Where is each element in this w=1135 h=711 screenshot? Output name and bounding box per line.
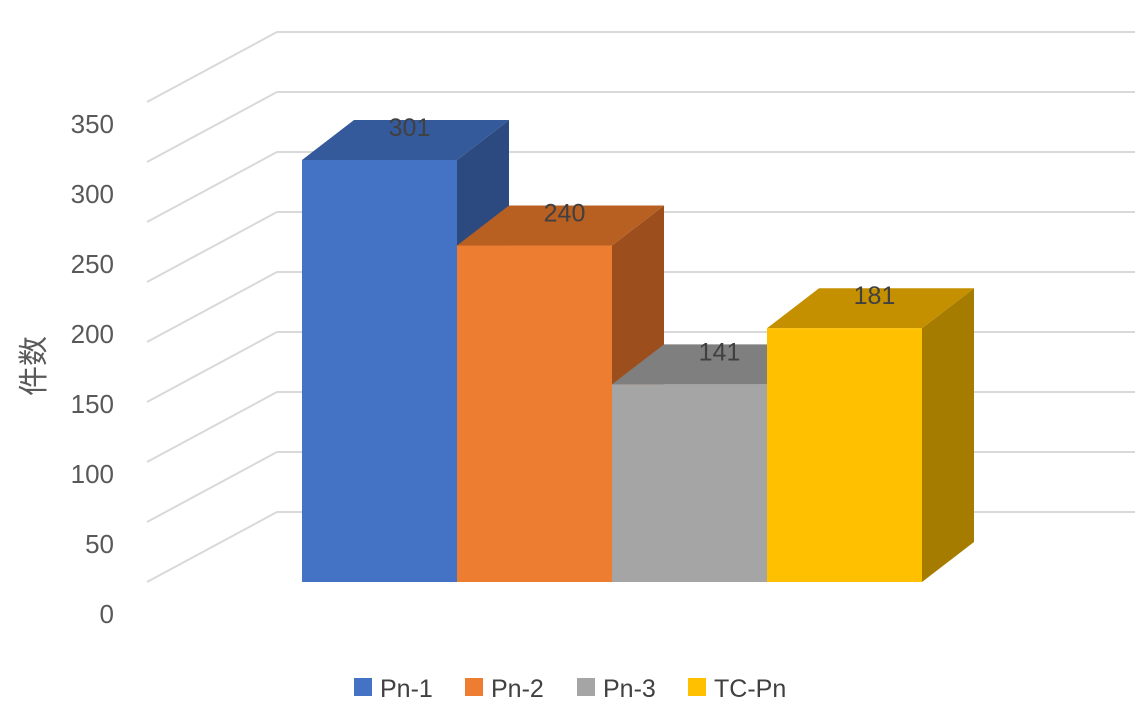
y-tick-label: 50 bbox=[85, 529, 114, 559]
y-tick-label: 0 bbox=[100, 599, 114, 629]
legend-swatch bbox=[688, 678, 706, 696]
legend: Pn-1 Pn-2 Pn-3 TC-Pn bbox=[354, 675, 786, 703]
legend-label: Pn-2 bbox=[491, 675, 544, 703]
y-axis-title: 件数 bbox=[17, 336, 52, 396]
gridline-side bbox=[146, 271, 278, 343]
bar-TC-Pn bbox=[767, 288, 974, 582]
bar-front-face bbox=[767, 328, 922, 582]
data-label: 240 bbox=[544, 200, 586, 228]
gridline-side bbox=[146, 331, 278, 403]
gridline-side bbox=[146, 31, 278, 103]
gridline-side bbox=[146, 91, 278, 163]
bar-top-face bbox=[457, 205, 664, 246]
y-tick-label: 350 bbox=[71, 109, 114, 139]
y-tick-label: 300 bbox=[71, 179, 114, 209]
data-label: 141 bbox=[699, 338, 741, 366]
data-label: 181 bbox=[854, 282, 896, 310]
legend-swatch bbox=[354, 678, 372, 696]
gridline-side bbox=[146, 451, 278, 523]
legend-label: Pn-3 bbox=[603, 675, 656, 703]
gridline-side bbox=[146, 391, 278, 463]
data-labels: 301 240 141 181 bbox=[389, 114, 896, 366]
gridline-side bbox=[146, 211, 278, 283]
data-label: 301 bbox=[389, 114, 431, 142]
legend-swatch bbox=[577, 678, 595, 696]
bar-top-face bbox=[767, 288, 974, 329]
bar-side-face bbox=[922, 288, 974, 582]
legend-label: TC-Pn bbox=[714, 675, 786, 703]
bar-top-face bbox=[302, 120, 509, 160]
gridline-side bbox=[146, 151, 278, 223]
y-tick-label: 100 bbox=[71, 459, 114, 489]
y-tick-label: 150 bbox=[71, 389, 114, 419]
y-axis-ticks: 0 50 100 150 200 250 300 350 bbox=[71, 109, 114, 629]
bar-front-face bbox=[457, 245, 612, 582]
legend-label: Pn-1 bbox=[380, 675, 433, 703]
gridline-side bbox=[146, 511, 278, 583]
y-tick-label: 200 bbox=[71, 319, 114, 349]
y-tick-label: 250 bbox=[71, 249, 114, 279]
bar-front-face bbox=[612, 384, 767, 582]
bars bbox=[302, 120, 974, 582]
bar-front-face bbox=[302, 160, 457, 582]
legend-swatch bbox=[465, 678, 483, 696]
